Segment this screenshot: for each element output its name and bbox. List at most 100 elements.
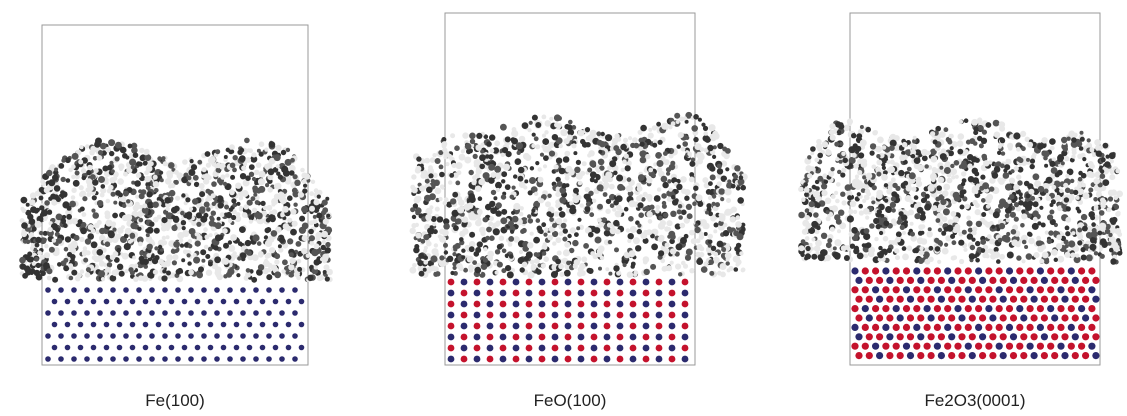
film-atom [224, 155, 228, 159]
film-atom [72, 153, 79, 160]
film-atom [474, 251, 480, 257]
iron-atom [461, 301, 468, 308]
film-atom [313, 199, 319, 205]
film-atom [942, 190, 948, 196]
film-atom [187, 175, 192, 180]
film-atom [97, 200, 103, 206]
oxygen-atom [866, 296, 873, 303]
oxygen-atom [474, 323, 481, 330]
film-atom [214, 256, 221, 263]
oxygen-atom [866, 333, 873, 340]
film-atom [626, 228, 630, 232]
film-atom [670, 211, 676, 217]
iron-atom [969, 296, 976, 303]
film-atom [1090, 237, 1096, 243]
film-atom [943, 208, 950, 215]
film-atom [692, 201, 697, 206]
oxygen-atom [944, 343, 951, 350]
film-atom [57, 262, 62, 267]
iron-atom [975, 267, 982, 274]
film-atom [105, 241, 111, 247]
oxygen-atom [526, 301, 533, 308]
film-atom [512, 216, 519, 223]
oxygen-atom [1082, 352, 1089, 359]
film-atom [268, 168, 275, 175]
film-atom [1064, 252, 1070, 258]
film-atom [271, 203, 275, 207]
film-atom [74, 235, 80, 241]
iron-atom [162, 333, 168, 339]
film-atom [907, 167, 912, 172]
film-atom [144, 154, 151, 161]
oxygen-atom [862, 343, 869, 350]
film-atom [1013, 184, 1019, 190]
film-atom [857, 192, 861, 196]
film-atom [822, 174, 826, 178]
film-atom [543, 233, 547, 237]
film-atom [510, 230, 514, 234]
film-atom [552, 134, 558, 140]
film-atom [542, 138, 549, 145]
film-atom [502, 249, 507, 254]
film-atom [598, 159, 605, 166]
film-atom [275, 145, 281, 151]
film-atom [160, 178, 164, 182]
iron-atom [156, 345, 162, 351]
iron-atom [565, 323, 572, 330]
iron-atom [862, 305, 869, 312]
iron-atom [279, 287, 285, 293]
film-atom [428, 173, 433, 178]
film-atom [876, 224, 881, 229]
iron-atom [604, 290, 611, 297]
iron-atom [195, 322, 201, 328]
film-atom [637, 229, 642, 234]
iron-atom [78, 345, 84, 351]
film-atom [864, 243, 869, 248]
iron-atom [513, 345, 520, 352]
film-atom [317, 190, 322, 195]
film-atom [417, 260, 423, 266]
film-atom [850, 201, 857, 208]
film-atom [1006, 218, 1010, 222]
film-atom [263, 206, 268, 211]
film-atom [111, 169, 115, 173]
film-atom [627, 239, 631, 243]
film-atom [415, 166, 421, 172]
film-atom [450, 271, 454, 275]
oxygen-atom [965, 267, 972, 274]
film-atom [705, 211, 709, 215]
film-atom [312, 219, 317, 224]
film-atom [1003, 169, 1007, 173]
film-atom [230, 175, 235, 180]
film-atom [39, 231, 43, 235]
film-atom [509, 254, 514, 259]
film-atom [597, 184, 604, 191]
film-atom [1086, 254, 1093, 261]
film-atom [232, 203, 236, 207]
film-atom [518, 167, 525, 174]
oxygen-atom [897, 277, 904, 284]
film-atom [1077, 234, 1083, 240]
iron-atom [299, 322, 305, 328]
film-atom [108, 139, 115, 146]
film-atom [693, 186, 698, 191]
iron-atom [123, 287, 129, 293]
film-atom [443, 223, 450, 230]
film-atom [541, 144, 545, 148]
oxygen-atom [656, 301, 663, 308]
iron-atom [552, 356, 559, 363]
iron-atom [149, 333, 155, 339]
film-atom [301, 248, 307, 254]
film-atom [1100, 198, 1105, 203]
film-atom [855, 175, 859, 179]
film-atom [725, 188, 732, 195]
film-atom [680, 223, 686, 229]
film-atom [621, 168, 625, 172]
film-atom [48, 197, 52, 201]
film-atom [26, 203, 30, 207]
film-atom [300, 168, 305, 173]
film-atom [98, 270, 105, 277]
film-atom [1077, 188, 1084, 195]
film-atom [800, 253, 804, 257]
film-atom [1057, 256, 1064, 263]
